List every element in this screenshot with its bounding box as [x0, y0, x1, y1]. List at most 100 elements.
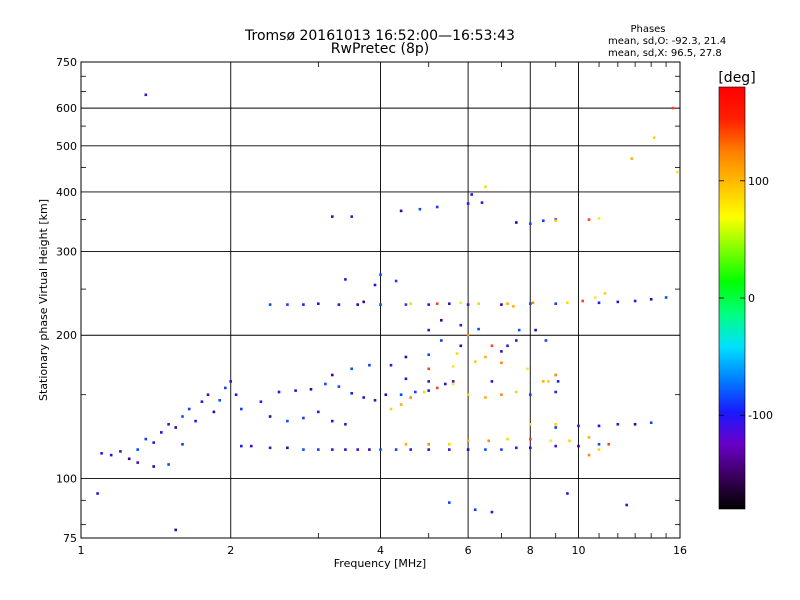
o-mode-point [212, 410, 216, 414]
o-mode-point [427, 448, 430, 451]
o-mode-point [234, 393, 238, 396]
o-mode-point [136, 461, 139, 464]
x-mode-point [603, 292, 607, 295]
x-tick-label: 16 [673, 544, 687, 557]
o-mode-point [515, 446, 518, 450]
x-mode-point [506, 302, 509, 305]
axis-ticks [81, 62, 680, 538]
legend-line-o: mean, sd,O: -92.3, 21.4 [608, 36, 726, 47]
o-mode-point [440, 339, 443, 342]
x-mode-point [542, 380, 545, 383]
o-mode-point [544, 339, 548, 342]
x-mode-point [506, 437, 509, 441]
o-mode-point [302, 303, 305, 306]
o-mode-point [554, 444, 557, 448]
y-tick-label: 600 [56, 102, 77, 115]
o-mode-point [418, 207, 422, 211]
o-mode-point [427, 328, 430, 332]
o-mode-point [384, 393, 388, 396]
x-mode-point [466, 393, 470, 396]
o-mode-point [500, 350, 503, 353]
y-tick-label: 300 [56, 245, 77, 258]
o-mode-point [240, 407, 243, 411]
o-mode-point [515, 339, 518, 342]
x-mode-point [587, 453, 591, 457]
o-mode-point [633, 299, 637, 303]
o-mode-point [577, 444, 580, 448]
o-mode-point [317, 302, 320, 305]
o-mode-point [96, 492, 99, 495]
y-tick-labels: 75 100 200 300 400 500 600 750 [56, 56, 77, 545]
y-axis-label: Stationary phase Virtual Height [km] [37, 199, 50, 401]
o-mode-point [144, 93, 148, 97]
o-mode-point [362, 300, 365, 304]
x-mode-point [587, 218, 591, 221]
o-mode-point [109, 453, 113, 457]
o-mode-point [286, 446, 289, 450]
y-tick-label: 200 [56, 329, 77, 342]
o-mode-point [250, 444, 253, 448]
o-mode-point [440, 319, 443, 322]
colorbar-tick-label: -100 [748, 409, 773, 422]
x-mode-point [529, 437, 532, 441]
o-mode-point [399, 209, 403, 213]
o-mode-point [152, 441, 155, 444]
o-mode-point [490, 380, 494, 383]
x-mode-point [597, 217, 601, 220]
x-mode-point [466, 439, 470, 443]
o-mode-point [344, 448, 347, 451]
y-tick-label: 75 [63, 532, 77, 545]
x-mode-point [487, 439, 490, 443]
o-mode-point [448, 302, 451, 305]
x-tick-label: 6 [465, 544, 472, 557]
x-mode-point [399, 403, 403, 406]
x-mode-point [484, 185, 487, 189]
o-mode-point [448, 501, 451, 504]
x-mode-point [549, 439, 553, 443]
o-mode-point [127, 457, 131, 461]
o-mode-point [229, 380, 232, 383]
o-mode-point [664, 296, 668, 299]
o-mode-point [294, 389, 297, 392]
x-mode-point [466, 333, 470, 337]
o-mode-point [331, 373, 334, 377]
x-mode-point [459, 301, 463, 305]
x-mode-point [409, 302, 412, 305]
o-mode-point [427, 303, 430, 306]
o-mode-point [506, 344, 509, 348]
o-mode-point [286, 303, 289, 306]
x-tick-label: 1 [78, 544, 85, 557]
o-mode-point [331, 448, 334, 451]
x-mode-point [671, 106, 675, 110]
o-mode-point [317, 410, 320, 414]
o-mode-point [616, 423, 620, 426]
x-mode-point [473, 360, 477, 363]
o-mode-point [566, 492, 569, 495]
x-mode-point [451, 382, 455, 386]
x-mode-point [490, 344, 494, 348]
o-mode-point [373, 283, 377, 287]
o-mode-point [379, 273, 382, 276]
o-mode-point [500, 448, 503, 451]
o-mode-point [490, 510, 494, 514]
o-mode-point [379, 303, 382, 306]
o-mode-point [206, 393, 210, 396]
o-mode-point [470, 193, 473, 196]
chart-subtitle: RwPretec (8p) [331, 41, 429, 57]
legend-line-x: mean, sd,X: 96.5, 27.8 [608, 48, 722, 59]
y-tick-label: 400 [56, 186, 77, 199]
chart-title: Tromsø 20161013 16:52:00—16:53:43 [244, 28, 515, 44]
y-tick-label: 750 [56, 56, 77, 69]
o-mode-point [119, 450, 122, 453]
o-mode-point [356, 303, 359, 306]
o-mode-point [554, 390, 557, 394]
o-mode-point [136, 448, 139, 451]
o-mode-point [517, 328, 521, 332]
colorbar-ticks: 100 0 -100 [719, 175, 773, 422]
o-mode-point [529, 222, 532, 225]
o-mode-point [394, 448, 398, 451]
o-mode-point [200, 400, 204, 403]
o-mode-point [181, 415, 184, 418]
x-mode-point [515, 390, 518, 394]
x-mode-point [427, 443, 430, 446]
